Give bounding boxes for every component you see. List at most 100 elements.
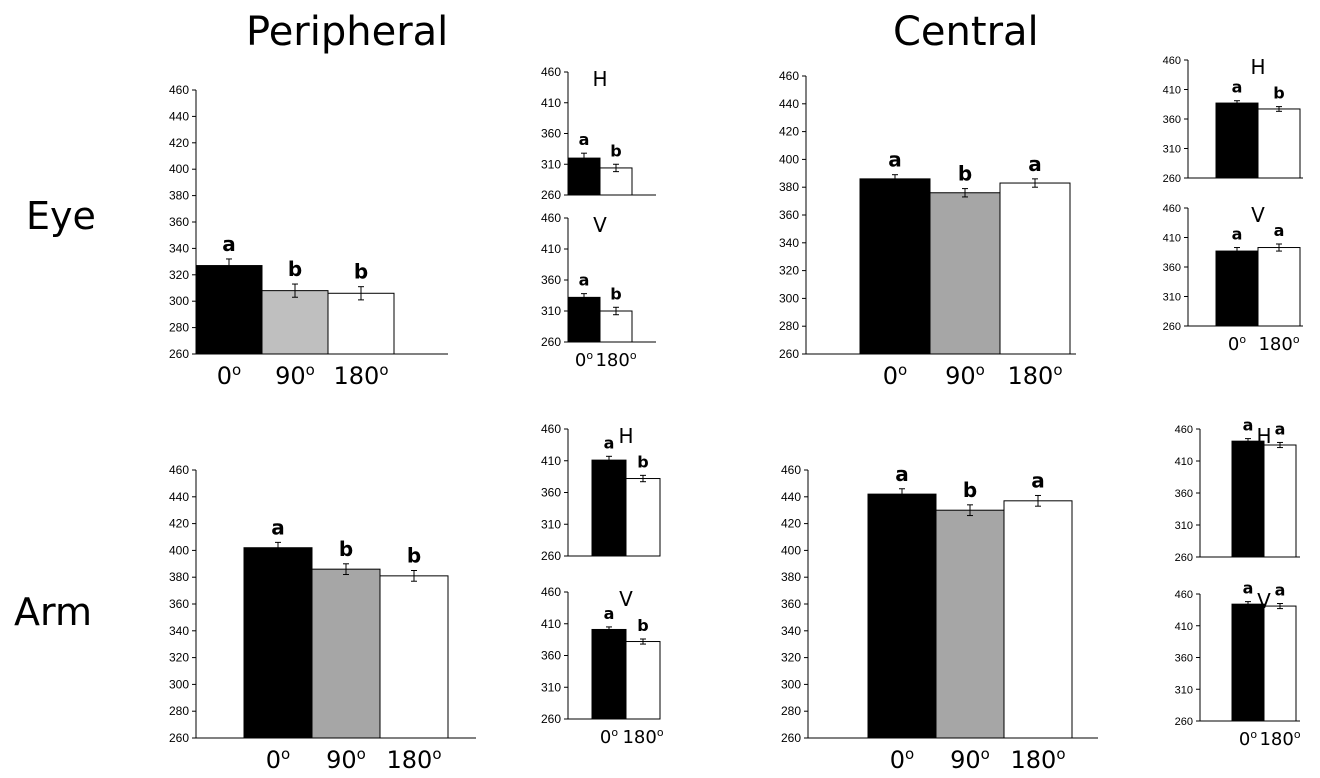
y-tick-label: 310 (1163, 292, 1181, 304)
bar (1257, 108, 1301, 179)
bar (327, 292, 395, 355)
significance-label: b (339, 537, 353, 561)
y-tick-label: 410 (541, 454, 561, 468)
bar (1231, 603, 1265, 722)
bar (935, 509, 1005, 739)
y-tick-label: 260 (1163, 173, 1181, 185)
panel-label: H (1250, 55, 1265, 79)
significance-label: a (222, 232, 236, 256)
category-label: 180o (595, 349, 636, 371)
category-label: 180o (1258, 333, 1299, 355)
y-tick-label: 260 (169, 731, 189, 745)
y-tick-label: 400 (779, 152, 799, 166)
significance-label: b (610, 284, 621, 303)
bar (1257, 247, 1301, 327)
y-tick-label: 460 (541, 211, 561, 225)
bar (1263, 444, 1297, 558)
bar (859, 178, 931, 355)
significance-label: a (579, 130, 590, 149)
significance-label: b (963, 478, 977, 502)
category-label: 90o (275, 361, 315, 390)
peripheral-eye-v-chart: 260 310 360 410 460 a 0o b 180o V (541, 211, 656, 371)
category-label: 0o (883, 361, 907, 390)
y-tick-label: 460 (541, 65, 561, 79)
y-tick-label: 460 (169, 83, 189, 97)
significance-label: b (610, 141, 621, 160)
panel-label: H (618, 424, 633, 448)
significance-label: b (958, 162, 972, 186)
y-tick-label: 380 (779, 180, 799, 194)
y-tick-label: 460 (541, 585, 561, 599)
bar (261, 290, 329, 355)
bar (999, 182, 1071, 355)
y-tick-label: 280 (169, 321, 189, 335)
category-label: 90o (326, 745, 366, 774)
y-tick-label: 360 (1175, 653, 1193, 665)
bar (591, 628, 627, 720)
significance-label: a (604, 604, 615, 623)
significance-label: a (1243, 579, 1254, 598)
significance-label: a (1031, 468, 1045, 492)
y-tick-label: 410 (1175, 621, 1193, 633)
panel-label: V (1257, 589, 1271, 613)
central-header: Central (893, 9, 1039, 55)
y-tick-label: 460 (779, 69, 799, 83)
y-tick-label: 400 (169, 543, 189, 557)
y-tick-label: 310 (541, 680, 561, 694)
central-eye-h-chart: 260 310 360 410 460 a bH (1163, 55, 1303, 185)
category-label: 180o (622, 726, 663, 748)
category-label: 0o (575, 349, 593, 371)
significance-label: b (407, 544, 421, 568)
y-tick-label: 420 (781, 517, 801, 531)
y-tick-label: 320 (781, 651, 801, 665)
y-tick-label: 460 (1175, 424, 1193, 436)
y-tick-label: 360 (1175, 488, 1193, 500)
panel-label: H (1256, 424, 1271, 448)
y-tick-label: 360 (541, 649, 561, 663)
category-label: 0o (1228, 333, 1246, 355)
y-tick-label: 440 (781, 490, 801, 504)
y-tick-label: 360 (1163, 114, 1181, 126)
central-eye-main-chart: 260 280 300 320 340 360 380 400 420 440 460 a 0o b 90o… (779, 69, 1076, 390)
bar (195, 265, 263, 355)
category-label: 90o (945, 361, 985, 390)
bar (243, 547, 313, 739)
y-tick-label: 310 (541, 304, 561, 318)
y-tick-label: 360 (1163, 262, 1181, 274)
y-tick-label: 320 (169, 651, 189, 665)
central-arm-h-chart: 260 310 360 410 460 a aH (1175, 416, 1300, 564)
bar (929, 192, 1001, 355)
y-tick-label: 280 (779, 319, 799, 333)
significance-label: b (637, 452, 648, 471)
bar (311, 568, 381, 739)
y-tick-label: 260 (1175, 552, 1193, 564)
y-tick-label: 380 (169, 189, 189, 203)
peripheral-arm-main-chart: 260 280 300 320 340 360 380 400 420 440 460 a 0o b 90o… (169, 463, 476, 774)
bar (1215, 102, 1259, 179)
significance-label: a (895, 462, 909, 486)
bar (567, 296, 601, 343)
y-tick-label: 300 (169, 294, 189, 308)
y-tick-label: 360 (781, 597, 801, 611)
y-tick-label: 410 (541, 242, 561, 256)
bar (867, 493, 937, 739)
bar (625, 478, 661, 557)
y-tick-label: 410 (541, 617, 561, 631)
y-tick-label: 440 (779, 97, 799, 111)
peripheral-header: Peripheral (246, 9, 449, 55)
peripheral-arm-v-chart: 260 310 360 410 460 a 0o b 180o V (541, 585, 664, 748)
central-arm-main-chart: 260 280 300 320 340 360 380 400 420 440 460 a 0o b 90o… (781, 462, 1098, 774)
y-tick-label: 460 (1163, 55, 1181, 67)
y-tick-label: 280 (169, 704, 189, 718)
panel-label: V (619, 587, 633, 611)
y-tick-label: 260 (169, 347, 189, 361)
category-label: 180o (1011, 745, 1066, 774)
y-tick-label: 260 (781, 731, 801, 745)
y-tick-label: 360 (541, 273, 561, 287)
y-tick-label: 300 (781, 677, 801, 691)
significance-label: a (604, 433, 615, 452)
peripheral-eye-h-chart: 260 310 360 410 460 a b H (541, 65, 656, 202)
significance-label: a (888, 148, 902, 172)
y-tick-label: 340 (169, 624, 189, 638)
significance-label: b (637, 616, 648, 635)
